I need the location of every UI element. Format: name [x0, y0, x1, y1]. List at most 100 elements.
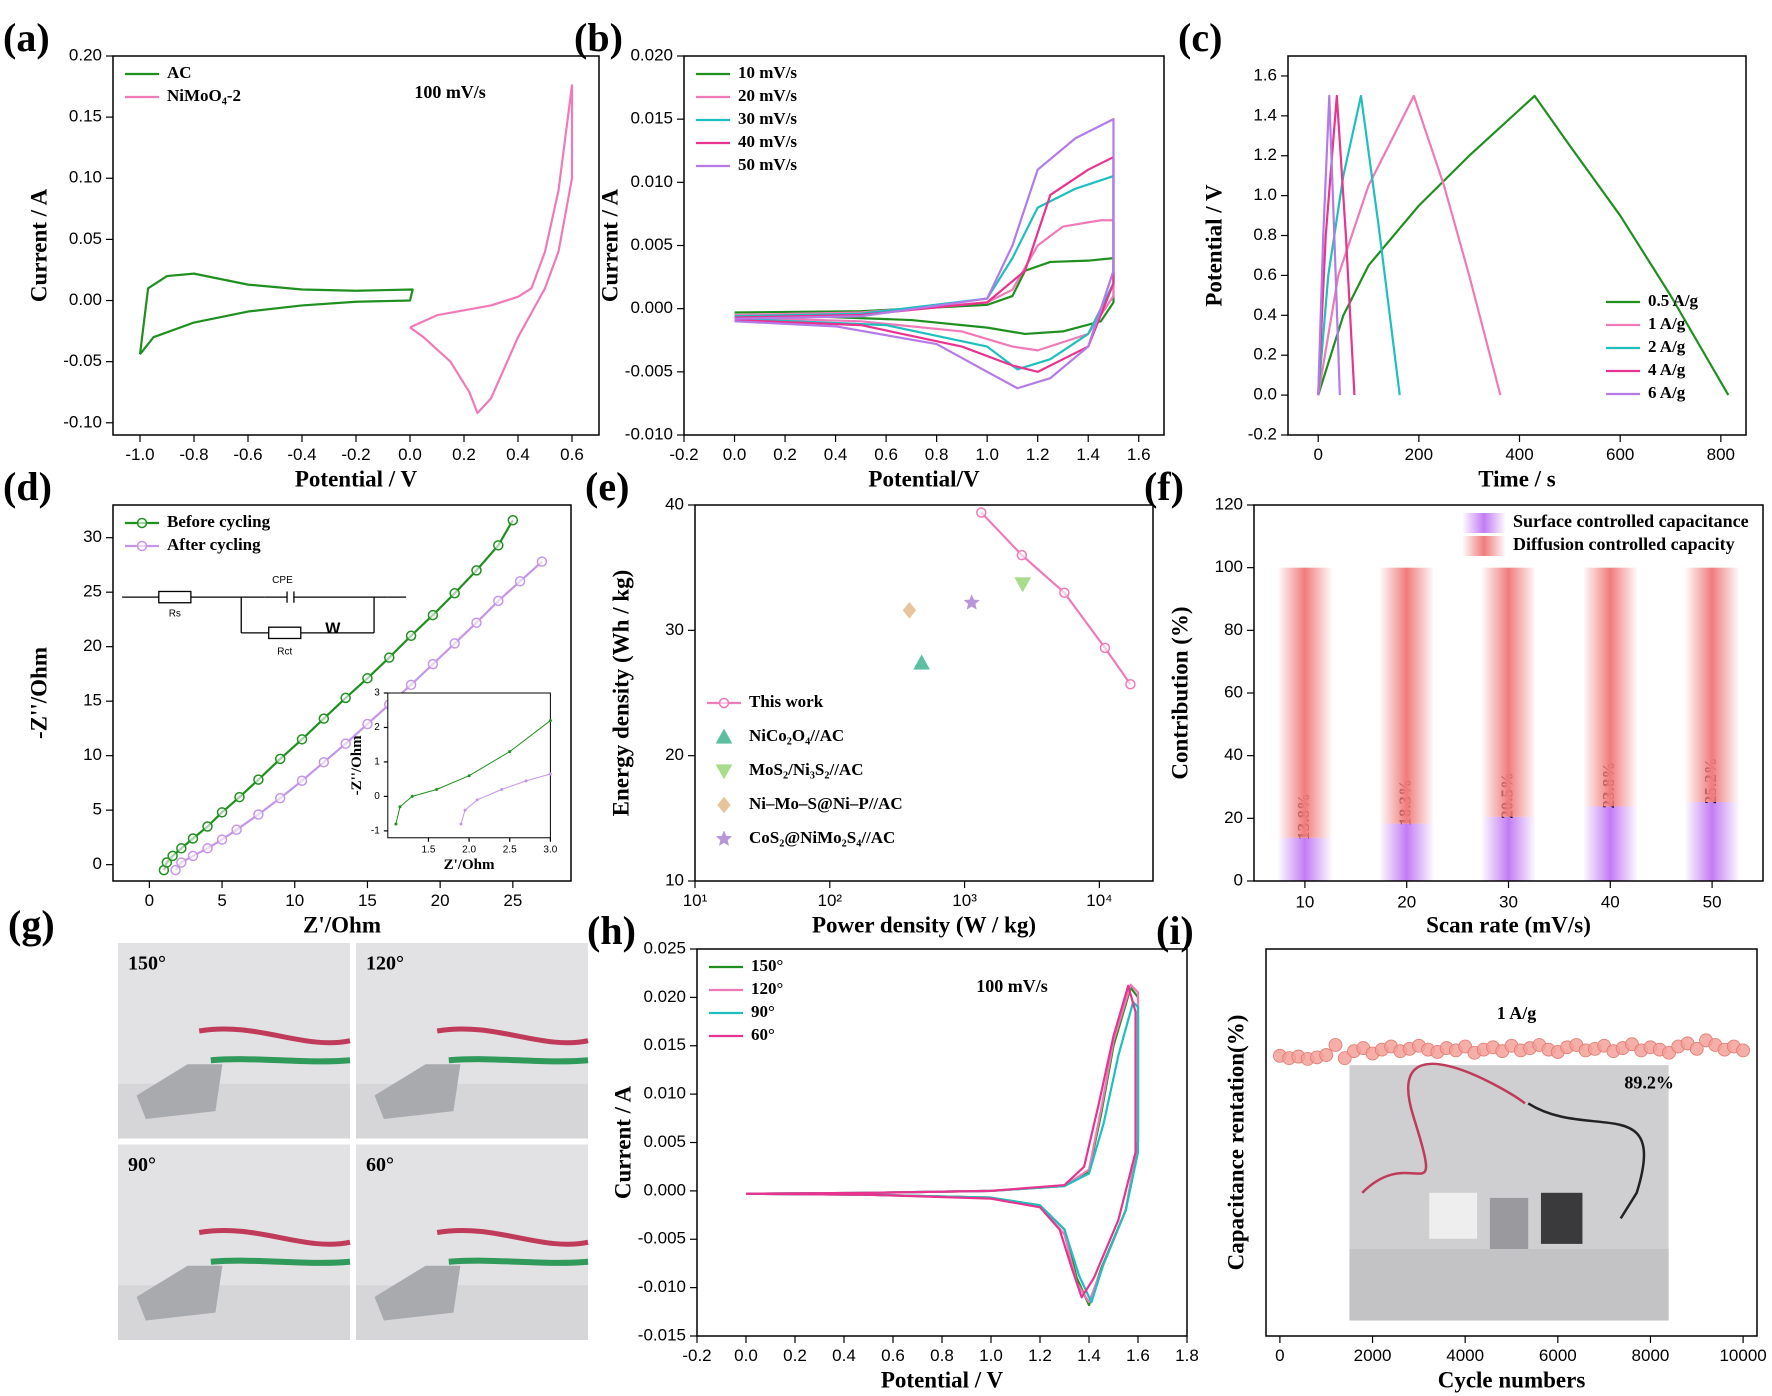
series-line	[1317, 94, 1401, 396]
circuit-resistor	[158, 590, 192, 604]
x-tick-label: -1.0	[125, 445, 154, 464]
y-tick-label: 0	[374, 791, 380, 802]
x-tick-label: -0.4	[287, 445, 316, 464]
y-tick-label: 0.005	[630, 235, 673, 254]
y-tick-label: 0.015	[630, 109, 673, 128]
data-point	[902, 601, 917, 619]
circuit-label: W	[325, 620, 341, 637]
data-point	[167, 850, 178, 862]
y-tick-label: 1.6	[1253, 65, 1277, 84]
photo	[356, 1144, 589, 1340]
x-axis-label: Power density (W / kg)	[812, 912, 1036, 937]
data-point	[1099, 642, 1111, 654]
circuit-label: Rs	[169, 609, 181, 620]
y-tick-label: 0.0	[1253, 385, 1277, 404]
wire	[436, 1026, 589, 1046]
y-tick-label: 0.10	[69, 168, 102, 187]
series-line	[734, 155, 1115, 373]
y-tick-label: -0.2	[1248, 424, 1277, 443]
data-point	[1328, 1038, 1343, 1052]
data-point	[394, 822, 398, 826]
legend-label: 2 A/g	[1648, 337, 1686, 356]
y-tick-label: 15	[83, 691, 102, 710]
y-tick-label: 40	[1224, 745, 1243, 764]
device	[1429, 1192, 1478, 1239]
data-point	[410, 794, 414, 798]
x-tick-label: 1.2	[1028, 1346, 1052, 1365]
y-tick-label: 0.6	[1253, 265, 1277, 284]
data-point	[187, 833, 199, 844]
legend-marker	[136, 540, 148, 552]
inset-photo	[1349, 1062, 1669, 1321]
y-tick-label: 40	[665, 494, 684, 513]
y-axis-label: Capacitance rentation(%)	[1223, 1015, 1248, 1271]
y-tick-label: 0.020	[643, 987, 686, 1006]
x-tick-label: -0.8	[179, 445, 208, 464]
foil	[374, 1265, 461, 1321]
data-point	[253, 774, 264, 785]
y-tick-label: -0.005	[638, 1229, 686, 1248]
x-tick-label: 10	[1295, 892, 1314, 911]
y-tick-label: 0.025	[643, 938, 686, 957]
series-line	[1317, 94, 1730, 396]
y-tick-label: 30	[83, 527, 102, 546]
x-tick-label: -0.2	[669, 445, 698, 464]
legend-label: MoS₂/Ni₃S₂//AC	[749, 760, 863, 779]
annotation: 89.2%	[1624, 1073, 1674, 1093]
bar-segment	[1278, 837, 1332, 881]
x-tick-label: 1.6	[1126, 1346, 1150, 1365]
panel-label: (e)	[585, 464, 629, 509]
x-tick-label: 10⁴	[1086, 891, 1112, 910]
inset-background	[387, 693, 551, 838]
series-line	[745, 983, 1140, 1304]
data-point	[340, 738, 351, 749]
legend-label: NiMoO₄-2	[167, 86, 241, 105]
foil	[136, 1064, 223, 1119]
data-point	[1689, 1041, 1704, 1056]
y-tick-label: 100	[1215, 557, 1243, 576]
photo	[118, 1144, 351, 1340]
x-tick-label: 0.8	[930, 1346, 954, 1365]
legend-label: 150°	[751, 956, 783, 975]
wire	[198, 1227, 351, 1247]
y-tick-label: 0.8	[1253, 225, 1277, 244]
data-point	[274, 792, 286, 804]
x-axis-label: Potential / V	[295, 466, 418, 491]
device	[1540, 1192, 1583, 1244]
data-point	[405, 679, 417, 691]
data-point	[1014, 577, 1032, 593]
series-line	[745, 984, 1137, 1299]
series-line	[1317, 94, 1341, 396]
x-tick-label: 400	[1505, 445, 1533, 464]
y-tick-label: 0.15	[69, 107, 102, 126]
device	[1489, 1197, 1529, 1250]
x-tick-label: 25	[503, 891, 522, 910]
data-point	[475, 798, 479, 802]
photo-label: 120°	[366, 953, 404, 975]
data-point	[362, 718, 373, 730]
data-point	[963, 594, 980, 610]
y-tick-label: 25	[83, 582, 102, 601]
legend-label: 1 A/g	[1648, 314, 1686, 333]
data-point	[176, 857, 187, 868]
data-point	[459, 822, 463, 826]
y-axis-label: -Z''/Ohm	[349, 735, 365, 796]
data-point	[253, 809, 264, 820]
wire	[1527, 1102, 1646, 1220]
series-line	[1317, 94, 1356, 396]
x-axis-label: Z'/Ohm	[303, 912, 381, 937]
series-line	[980, 511, 1132, 685]
data-point	[216, 834, 228, 845]
legend-label: 30 mV/s	[738, 109, 797, 128]
x-tick-label: 0.4	[506, 445, 530, 464]
y-tick-label: 0.00	[69, 290, 102, 309]
y-tick-label: 0.20	[69, 45, 102, 64]
bar-segment	[1583, 567, 1637, 807]
data-point	[500, 788, 504, 792]
y-tick-label: 120	[1215, 494, 1243, 513]
bar-segment	[1380, 823, 1434, 881]
panel-label: (d)	[3, 464, 52, 509]
data-point	[1016, 549, 1028, 561]
legend-label: Surface controlled capacitance	[1513, 511, 1749, 531]
x-tick-label: 0	[1313, 445, 1322, 464]
